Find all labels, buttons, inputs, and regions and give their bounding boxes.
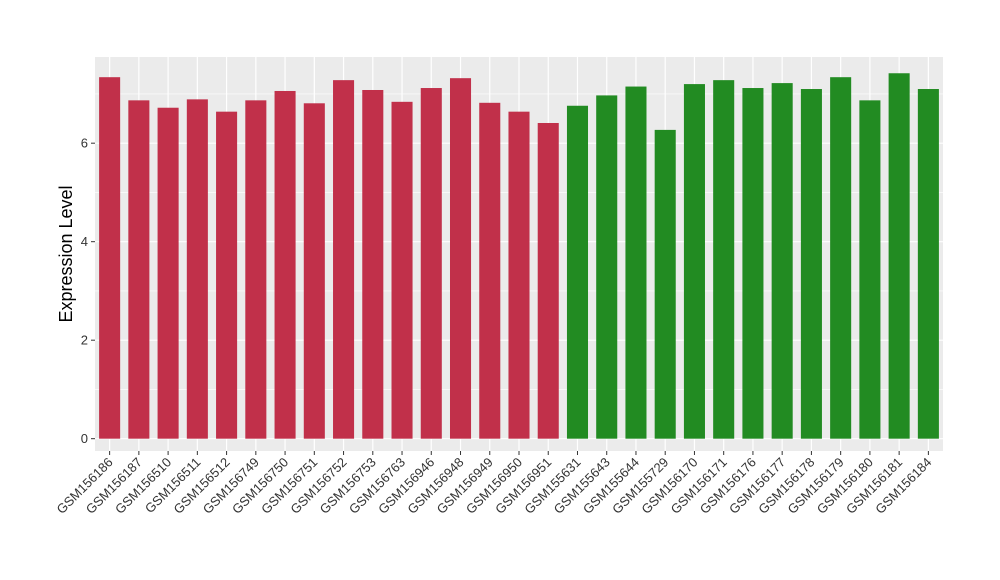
bar-GSM156749: [245, 100, 267, 439]
bar-GSM155729: [654, 129, 676, 439]
bar-GSM156178: [800, 89, 822, 439]
bar-GSM156946: [420, 88, 442, 439]
bar-GSM156948: [449, 78, 472, 439]
bar-GSM155643: [596, 95, 618, 439]
bar-GSM156950: [508, 111, 530, 439]
bars: [99, 73, 939, 439]
bar-GSM156751: [303, 103, 325, 439]
bar-GSM156171: [713, 80, 735, 439]
bar-GSM156184: [917, 89, 939, 439]
y-tick-label: 2: [81, 333, 88, 348]
bar-GSM155644: [625, 86, 647, 439]
y-axis-title: Expression Level: [56, 185, 76, 322]
bar-GSM155631: [566, 105, 589, 439]
bar-GSM156187: [128, 100, 150, 439]
bar-GSM156763: [391, 101, 413, 439]
bar-GSM156753: [362, 89, 384, 439]
bar-GSM156750: [274, 90, 296, 439]
bar-GSM156177: [771, 83, 793, 439]
bar-GSM156949: [479, 102, 501, 439]
y-tick-label: 4: [81, 234, 88, 249]
bar-GSM156510: [157, 107, 179, 439]
bar-GSM156170: [683, 84, 705, 439]
x-axis: GSM156186GSM156187GSM156510GSM156511GSM1…: [54, 451, 935, 517]
bar-GSM156752: [333, 80, 355, 439]
bar-GSM156186: [99, 77, 121, 439]
y-axis: 0 2 4 6: [81, 136, 95, 446]
bar-GSM156181: [888, 73, 910, 439]
bar-GSM156180: [859, 100, 881, 439]
y-tick-label: 6: [81, 136, 88, 151]
y-tick-label: 0: [81, 431, 88, 446]
bar-GSM156179: [830, 77, 852, 439]
bar-GSM156176: [742, 88, 764, 439]
bar-GSM156511: [186, 99, 208, 439]
bar-GSM156512: [216, 111, 238, 439]
bar-GSM156951: [537, 122, 559, 439]
